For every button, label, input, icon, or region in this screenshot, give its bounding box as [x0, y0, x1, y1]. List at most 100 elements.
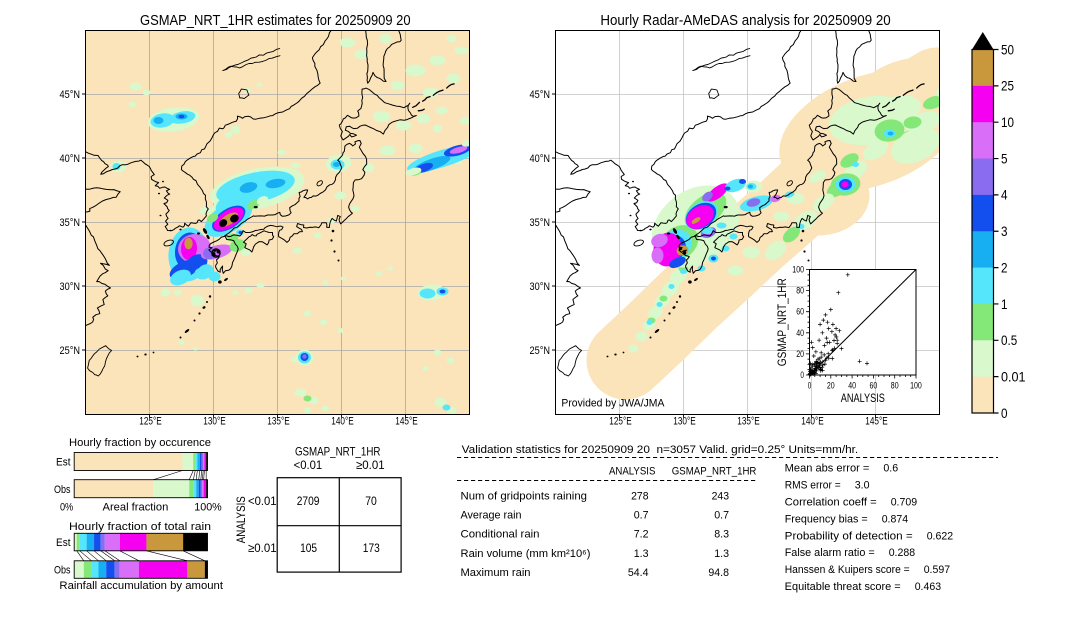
- svg-text:RMS error =: RMS error =: [785, 480, 841, 492]
- svg-text:35°N: 35°N: [60, 217, 81, 229]
- svg-text:0: 0: [1001, 406, 1008, 421]
- svg-text:35°N: 35°N: [530, 217, 551, 229]
- svg-text:Correlation coeff =: Correlation coeff =: [785, 497, 877, 509]
- svg-text:4: 4: [1001, 188, 1008, 203]
- svg-text:30°N: 30°N: [60, 281, 81, 293]
- svg-text:30°N: 30°N: [530, 281, 551, 293]
- svg-text:Rain volume (mm km²10⁶): Rain volume (mm km²10⁶): [461, 548, 591, 560]
- svg-text:50: 50: [1001, 42, 1014, 57]
- svg-text:0.7: 0.7: [714, 510, 729, 522]
- svg-text:45°N: 45°N: [60, 89, 81, 101]
- svg-text:Rainfall accumulation by amoun: Rainfall accumulation by amount: [59, 580, 223, 592]
- svg-text:125°E: 125°E: [139, 416, 162, 428]
- svg-text:Frequency bias =: Frequency bias =: [785, 513, 868, 525]
- svg-text:0.01: 0.01: [1001, 369, 1026, 384]
- svg-text:70: 70: [365, 494, 377, 508]
- svg-text:100: 100: [792, 265, 804, 275]
- svg-text:135°E: 135°E: [267, 416, 290, 428]
- svg-text:45°N: 45°N: [530, 89, 551, 101]
- svg-text:GSMAP_NRT_1HR: GSMAP_NRT_1HR: [777, 278, 789, 366]
- svg-text:Hanssen & Kuipers score =: Hanssen & Kuipers score =: [785, 564, 910, 576]
- svg-text:Hourly fraction by occurence: Hourly fraction by occurence: [69, 437, 211, 449]
- svg-text:0%: 0%: [60, 502, 73, 514]
- svg-text:Maximum rain: Maximum rain: [461, 567, 531, 579]
- svg-text:25°N: 25°N: [60, 345, 81, 357]
- svg-text:GSMAP_NRT_1HR estimates for 20: GSMAP_NRT_1HR estimates for 20250909 20: [140, 13, 411, 29]
- svg-text:Areal fraction: Areal fraction: [103, 502, 169, 514]
- svg-text:GSMAP_NRT_1HR: GSMAP_NRT_1HR: [295, 445, 381, 459]
- svg-text:130°E: 130°E: [673, 416, 696, 428]
- svg-text:0.463: 0.463: [915, 581, 941, 593]
- svg-text:40: 40: [848, 381, 856, 391]
- svg-text:0.709: 0.709: [891, 497, 917, 509]
- svg-text:Hourly Radar-AMeDAS analysis f: Hourly Radar-AMeDAS analysis for 2025090…: [600, 13, 890, 29]
- svg-text:2: 2: [1001, 260, 1008, 275]
- svg-text:False alarm ratio =: False alarm ratio =: [785, 547, 875, 559]
- svg-text:100: 100: [910, 381, 922, 391]
- svg-text:173: 173: [363, 541, 380, 555]
- svg-text:0.597: 0.597: [924, 564, 950, 576]
- svg-text:Provided by JWA/JMA: Provided by JWA/JMA: [561, 398, 664, 410]
- svg-text:80: 80: [891, 381, 899, 391]
- svg-text:Hourly fraction of total rain: Hourly fraction of total rain: [69, 521, 211, 533]
- svg-text:3: 3: [1001, 224, 1008, 239]
- svg-text:1.3: 1.3: [634, 548, 649, 560]
- svg-text:94.8: 94.8: [708, 567, 729, 579]
- svg-text:ANALYSIS: ANALYSIS: [234, 496, 248, 543]
- svg-text:Mean abs error =: Mean abs error =: [785, 463, 870, 475]
- svg-text:Est: Est: [56, 537, 71, 549]
- svg-text:130°E: 130°E: [203, 416, 226, 428]
- svg-text:Equitable threat score =: Equitable threat score =: [785, 581, 901, 593]
- svg-text:Obs: Obs: [54, 484, 71, 496]
- svg-text:100%: 100%: [194, 502, 222, 514]
- svg-text:Probability of detection =: Probability of detection =: [785, 530, 913, 542]
- svg-text:7.2: 7.2: [634, 529, 649, 541]
- svg-text:GSMAP_NRT_1HR: GSMAP_NRT_1HR: [672, 466, 757, 478]
- svg-text:0.6: 0.6: [883, 463, 898, 475]
- svg-text:278: 278: [631, 490, 648, 502]
- svg-text:Validation statistics for 2025: Validation statistics for 20250909 20 n=…: [462, 444, 859, 456]
- svg-text:40°N: 40°N: [60, 153, 81, 165]
- svg-text:0.288: 0.288: [889, 547, 915, 559]
- svg-text:243: 243: [712, 490, 729, 502]
- svg-text:20: 20: [827, 381, 835, 391]
- svg-text:0.5: 0.5: [1001, 333, 1017, 348]
- svg-text:0: 0: [800, 370, 804, 380]
- svg-text:60: 60: [870, 381, 878, 391]
- svg-text:Obs: Obs: [54, 564, 71, 576]
- svg-text:135°E: 135°E: [737, 416, 760, 428]
- svg-text:ANALYSIS: ANALYSIS: [609, 466, 656, 478]
- svg-text:0.874: 0.874: [882, 513, 908, 525]
- svg-text:≥0.01: ≥0.01: [356, 458, 385, 472]
- svg-text:20: 20: [796, 349, 804, 359]
- svg-text:140°E: 140°E: [331, 416, 354, 428]
- svg-text:1.3: 1.3: [714, 548, 729, 560]
- svg-text:5: 5: [1001, 151, 1008, 166]
- svg-text:Average rain: Average rain: [461, 510, 522, 522]
- svg-text:25: 25: [1001, 79, 1014, 94]
- svg-text:60: 60: [796, 307, 804, 317]
- svg-text:8.3: 8.3: [714, 529, 729, 541]
- svg-text:125°E: 125°E: [609, 416, 632, 428]
- svg-text:54.4: 54.4: [628, 567, 649, 579]
- svg-text:140°E: 140°E: [801, 416, 824, 428]
- svg-text:3.0: 3.0: [855, 480, 870, 492]
- svg-text:105: 105: [300, 541, 317, 555]
- svg-text:<0.01: <0.01: [248, 494, 277, 508]
- svg-text:0.7: 0.7: [634, 510, 649, 522]
- svg-text:40°N: 40°N: [530, 153, 551, 165]
- svg-text:1: 1: [1001, 297, 1008, 312]
- svg-text:25°N: 25°N: [530, 345, 551, 357]
- svg-text:Num of gridpoints raining: Num of gridpoints raining: [461, 490, 588, 502]
- svg-text:145°E: 145°E: [865, 416, 888, 428]
- svg-text:<0.01: <0.01: [294, 458, 323, 472]
- svg-text:≥0.01: ≥0.01: [248, 541, 277, 555]
- svg-text:ANALYSIS: ANALYSIS: [841, 393, 885, 405]
- svg-text:145°E: 145°E: [395, 416, 418, 428]
- svg-text:0: 0: [808, 381, 812, 391]
- svg-text:10: 10: [1001, 115, 1014, 130]
- svg-text:80: 80: [796, 286, 804, 296]
- svg-text:Conditional rain: Conditional rain: [461, 529, 540, 541]
- svg-text:2709: 2709: [297, 494, 320, 508]
- svg-text:40: 40: [796, 328, 804, 338]
